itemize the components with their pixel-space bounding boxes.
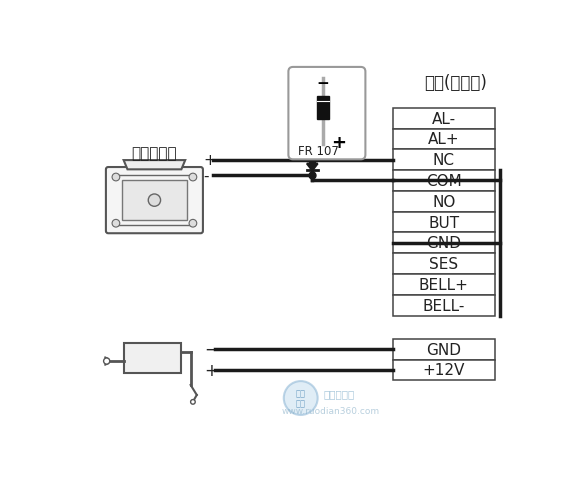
- Bar: [393, 233, 494, 254]
- Bar: [393, 129, 494, 150]
- Bar: [393, 339, 494, 360]
- Text: +: +: [331, 134, 346, 152]
- Bar: [393, 191, 494, 212]
- Bar: [393, 212, 494, 233]
- Circle shape: [148, 195, 160, 207]
- Polygon shape: [307, 164, 318, 171]
- Bar: [393, 295, 494, 316]
- Circle shape: [284, 381, 318, 415]
- Text: −: −: [317, 76, 329, 91]
- Bar: [393, 171, 494, 191]
- Circle shape: [189, 174, 197, 182]
- Text: GND: GND: [426, 236, 462, 251]
- Text: BELL+: BELL+: [419, 277, 469, 292]
- Circle shape: [104, 358, 110, 365]
- Bar: [393, 108, 494, 129]
- Bar: [393, 360, 494, 381]
- FancyBboxPatch shape: [106, 168, 203, 234]
- Text: 锐电
智能: 锐电 智能: [296, 388, 306, 408]
- Bar: [393, 254, 494, 274]
- Circle shape: [189, 220, 197, 227]
- Bar: [393, 150, 494, 171]
- Text: AL+: AL+: [428, 132, 460, 147]
- Text: +: +: [204, 153, 216, 168]
- Bar: [317, 97, 329, 120]
- Text: -: -: [204, 168, 209, 183]
- Text: NC: NC: [433, 153, 455, 168]
- Bar: [122, 181, 187, 221]
- Circle shape: [190, 400, 195, 405]
- Circle shape: [112, 220, 120, 227]
- Text: GND: GND: [426, 342, 462, 357]
- Text: 锐电智能网: 锐电智能网: [324, 388, 355, 399]
- Text: FR 107: FR 107: [298, 145, 339, 158]
- Text: 通电常闭锁: 通电常闭锁: [132, 145, 177, 161]
- Text: +12V: +12V: [423, 363, 465, 378]
- Polygon shape: [123, 161, 185, 170]
- Text: COM: COM: [426, 174, 462, 188]
- Text: 主机(门禁机): 主机(门禁机): [424, 74, 487, 92]
- Text: +: +: [204, 361, 218, 379]
- Bar: [393, 274, 494, 295]
- Text: NO: NO: [432, 194, 456, 209]
- Text: AL-: AL-: [432, 111, 456, 126]
- FancyBboxPatch shape: [288, 68, 365, 160]
- Bar: [123, 343, 181, 374]
- Text: www.ruodian360.com: www.ruodian360.com: [282, 406, 380, 415]
- Text: SES: SES: [429, 257, 459, 272]
- Text: BUT: BUT: [428, 215, 459, 230]
- Text: BELL-: BELL-: [423, 298, 465, 313]
- Circle shape: [112, 174, 120, 182]
- Text: −: −: [204, 341, 218, 358]
